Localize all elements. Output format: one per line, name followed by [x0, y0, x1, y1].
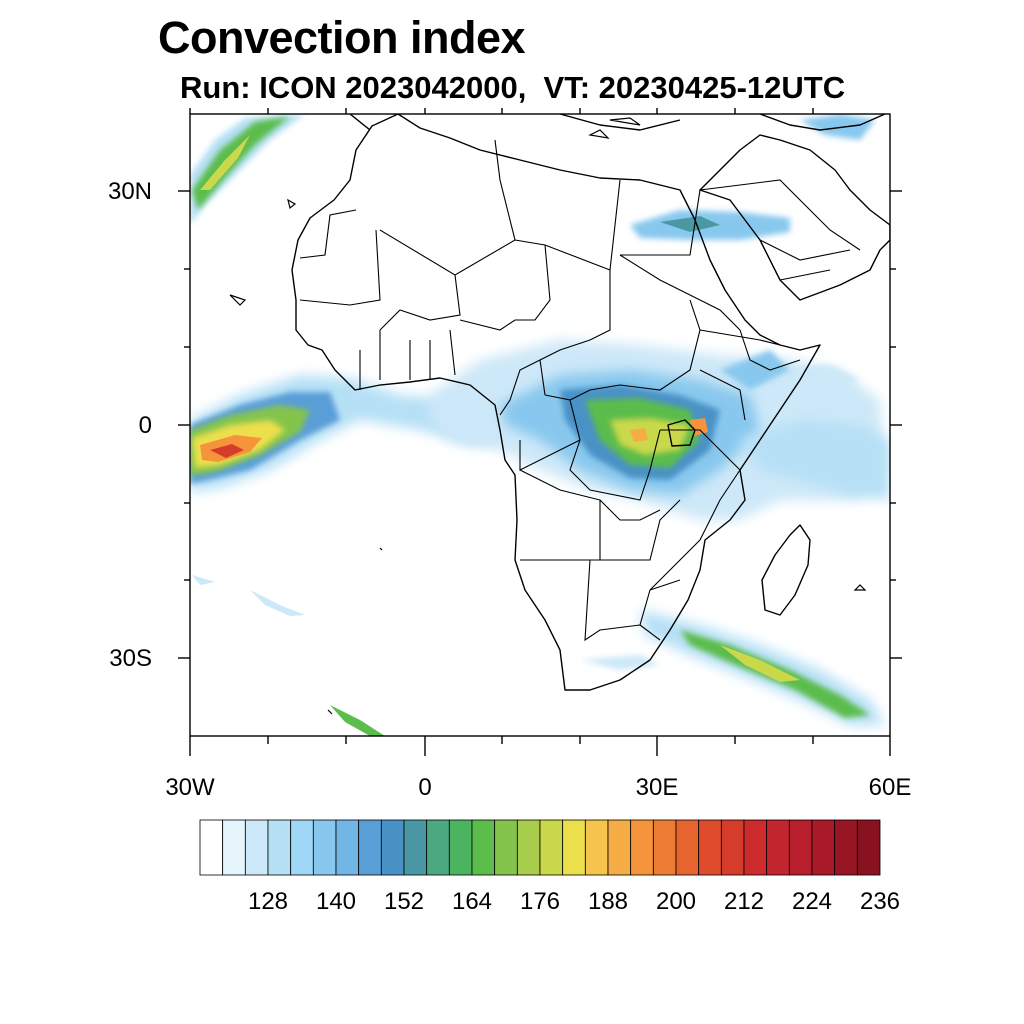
colorbar-swatch — [675, 819, 700, 876]
colorbar-swatch — [312, 819, 337, 876]
colorbar-tick-label: 224 — [791, 888, 833, 915]
colorbar-swatch — [562, 819, 586, 876]
convection-streak-south-atlantic — [250, 590, 305, 616]
colorbar-swatch — [766, 819, 790, 876]
map-subtitle: Run: ICON 2023042000, VT: 20230425-12UTC — [180, 70, 846, 105]
colorbar-swatch — [539, 819, 564, 876]
lat-label-30s: 30S — [109, 645, 152, 672]
colorbar-swatch — [471, 819, 496, 876]
mediterranean-coast — [349, 114, 886, 131]
lake-victoria — [667, 419, 696, 447]
lat-label-0: 0 — [138, 412, 152, 439]
colorbar-tick-label: 128 — [247, 888, 289, 915]
colorbar-swatch — [652, 819, 677, 876]
convection-area-southern-indian-ocean — [580, 610, 885, 725]
colorbar-tick-label: 176 — [519, 888, 561, 915]
colorbar-swatch — [358, 819, 382, 876]
colorbar-swatch — [222, 819, 246, 876]
colorbar-swatch — [856, 819, 881, 876]
colorbar-swatch — [494, 819, 518, 876]
africa-coastline — [291, 114, 821, 691]
colorbar — [199, 819, 881, 876]
convection-area-red-sea — [630, 114, 875, 240]
convection-area-north-atlantic — [190, 114, 305, 225]
colorbar-swatch — [630, 819, 654, 876]
colorbar-swatch — [335, 819, 360, 876]
colorbar-swatch — [743, 819, 768, 876]
colorbar-swatch — [403, 819, 428, 876]
country-borders — [299, 139, 861, 642]
colorbar-tick-label: 164 — [451, 888, 493, 915]
convection-area-indian-ocean — [720, 350, 890, 500]
colorbar-swatch — [834, 819, 858, 876]
colorbar-swatch — [426, 819, 450, 876]
convection-field — [190, 114, 890, 736]
colorbar-swatch — [811, 819, 836, 876]
colorbar-swatch — [584, 819, 609, 876]
colorbar-tick-label: 200 — [655, 888, 697, 915]
colorbar-tick-label: 212 — [723, 888, 765, 915]
colorbar-swatch — [607, 819, 632, 876]
colorbar-swatch — [788, 819, 813, 876]
lon-label-0: 0 — [418, 774, 432, 801]
lon-label-30w: 30W — [165, 774, 215, 801]
axis-ticks — [178, 108, 902, 756]
colorbar-swatch — [720, 819, 745, 876]
colorbar-swatch — [290, 819, 314, 876]
map-title: Convection index — [158, 12, 526, 63]
lat-label-30n: 30N — [107, 178, 152, 205]
colorbar-swatch — [199, 819, 224, 876]
colorbar-swatch — [380, 819, 405, 876]
colorbar-swatch — [516, 819, 541, 876]
colorbar-tick-label: 140 — [315, 888, 357, 915]
colorbar-tick-label: 236 — [859, 888, 901, 915]
colorbar-tick-label: 152 — [383, 888, 425, 915]
colorbar-swatch — [448, 819, 473, 876]
lon-label-60e: 60E — [868, 774, 912, 801]
colorbar-swatch — [698, 819, 722, 876]
convection-streak-far-west — [192, 575, 215, 585]
convection-area-tropical-atlantic — [190, 375, 520, 492]
colorbar-swatch — [244, 819, 269, 876]
convection-streak-southwest — [330, 705, 385, 736]
colorbar-swatch — [267, 819, 292, 876]
islands — [229, 117, 867, 715]
madagascar-coastline — [761, 524, 811, 616]
colorbar-tick-label: 188 — [587, 888, 629, 915]
lon-label-30e: 30E — [635, 774, 679, 801]
